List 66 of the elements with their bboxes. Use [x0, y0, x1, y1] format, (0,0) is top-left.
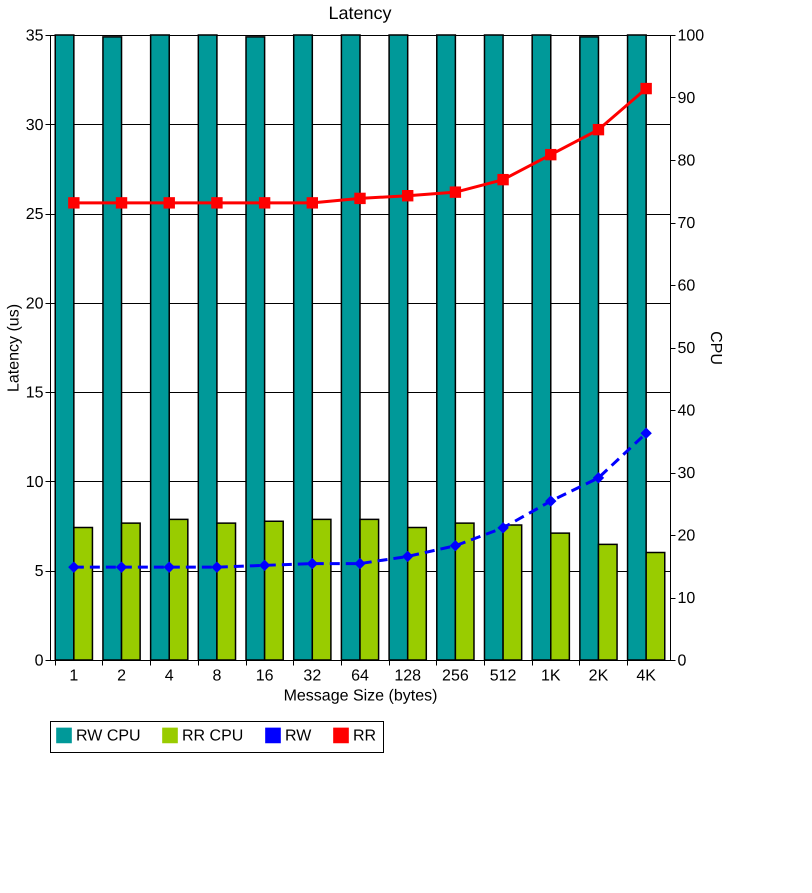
legend-label: RW CPU [76, 727, 141, 744]
y2-tick-label: 70 [678, 215, 696, 232]
y-tick-label: 15 [26, 384, 44, 402]
x-tick-label: 1K [540, 668, 561, 684]
point [545, 495, 556, 507]
point [497, 522, 509, 534]
point [258, 560, 270, 572]
y2-tick-label: 90 [678, 90, 696, 107]
y2-tick-label: 20 [678, 528, 696, 544]
y-tick-label: 10 [26, 474, 44, 491]
point [640, 82, 652, 94]
point [402, 550, 414, 562]
y2-tick-label: 50 [678, 340, 696, 357]
y-tick-label: 5 [34, 563, 44, 580]
point [211, 197, 223, 209]
point [545, 148, 556, 160]
y2-tick-label: 10 [678, 590, 696, 607]
point [68, 197, 80, 209]
y2-axis-title: CPU [707, 331, 724, 365]
point [258, 197, 270, 209]
x-tick-label: 64 [351, 668, 369, 684]
point [354, 192, 366, 204]
y-tick-label: 20 [26, 295, 44, 312]
x-tick-label: 2 [117, 668, 126, 684]
y2-tick-label: 40 [678, 402, 696, 420]
y-tick-label: 25 [26, 206, 44, 224]
point [354, 558, 366, 570]
x-tick-label: 16 [256, 668, 274, 684]
y2-tick-label: 30 [678, 465, 696, 482]
x-tick-label: 256 [442, 668, 469, 684]
point [497, 174, 509, 186]
y-axis-title: Latency (us) [6, 304, 23, 392]
point [164, 197, 175, 209]
point [164, 561, 175, 573]
chart-title: Latency [328, 3, 392, 23]
y2-tick-label: 60 [678, 278, 696, 294]
y-tick-label: 35 [26, 28, 44, 44]
x-tick-label: 32 [303, 668, 322, 684]
point [306, 197, 318, 209]
y-tick-label: 0 [34, 652, 44, 670]
legend-label: RR [353, 727, 376, 744]
y2-tick-label: 0 [678, 652, 686, 670]
point [211, 561, 223, 573]
legend-label: RR CPU [182, 727, 244, 744]
x-tick-label: 4K [636, 668, 656, 684]
x-tick-label: 128 [394, 668, 422, 684]
x-tick-label: 8 [212, 668, 222, 684]
y2-tick-label: 100 [678, 28, 704, 44]
point [592, 124, 604, 136]
point [116, 197, 128, 209]
y-tick-label: 30 [26, 116, 44, 134]
point [306, 558, 318, 570]
legend-label: RW [285, 727, 312, 744]
x-tick-label: 1 [69, 668, 78, 684]
point [450, 540, 462, 552]
y2-tick-label: 80 [678, 152, 696, 170]
x-tick-label: 2K [588, 668, 609, 684]
point [68, 561, 80, 573]
x-tick-label: 512 [490, 668, 517, 684]
x-axis-title: Message Size (bytes) [284, 688, 438, 704]
point [592, 472, 604, 484]
point [116, 561, 128, 573]
point [640, 428, 652, 439]
point [402, 190, 414, 202]
point [450, 186, 462, 198]
x-tick-label: 4 [164, 668, 174, 684]
